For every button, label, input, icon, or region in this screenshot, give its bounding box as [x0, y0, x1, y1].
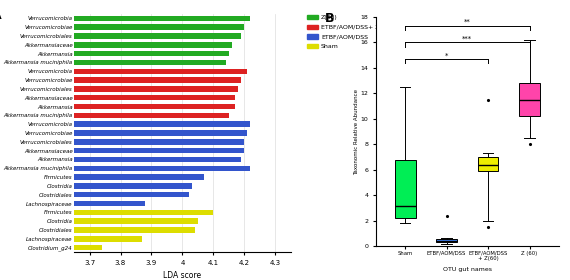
Bar [74, 113, 229, 118]
Text: A: A [0, 9, 1, 22]
Text: **: ** [464, 19, 471, 25]
Y-axis label: Taxonomic Relative Abundance: Taxonomic Relative Abundance [355, 88, 359, 175]
Bar [74, 104, 235, 109]
PathPatch shape [519, 83, 540, 116]
Bar [74, 24, 245, 30]
Bar [74, 227, 195, 233]
PathPatch shape [436, 239, 457, 242]
Bar [74, 245, 102, 250]
Bar [74, 183, 192, 189]
Bar [74, 139, 245, 144]
Text: *: * [445, 52, 449, 58]
Bar [74, 130, 247, 136]
X-axis label: OTU gut names: OTU gut names [443, 267, 492, 272]
Bar [74, 174, 204, 180]
Bar [74, 86, 238, 92]
Bar [74, 165, 250, 171]
Bar [74, 122, 250, 127]
Bar [74, 236, 142, 242]
Bar [74, 60, 226, 65]
Bar [74, 148, 245, 153]
Bar [74, 77, 241, 83]
Text: ***: *** [462, 36, 473, 42]
Bar [74, 95, 235, 101]
Bar [74, 218, 198, 224]
Bar [74, 16, 250, 21]
PathPatch shape [478, 157, 499, 171]
PathPatch shape [395, 160, 416, 218]
Bar [74, 192, 189, 197]
Bar [74, 201, 145, 206]
Bar [74, 42, 232, 48]
Bar [74, 69, 247, 74]
X-axis label: LDA score: LDA score [164, 271, 201, 280]
Bar [74, 33, 241, 39]
Bar [74, 51, 229, 56]
Legend: Z(60), ETBF/AOM/DSS+ Z(60), ETBF/AOM/DSS, Sham: Z(60), ETBF/AOM/DSS+ Z(60), ETBF/AOM/DSS… [304, 12, 394, 52]
Bar [74, 210, 213, 215]
Bar [74, 157, 241, 162]
Text: B: B [325, 12, 335, 25]
